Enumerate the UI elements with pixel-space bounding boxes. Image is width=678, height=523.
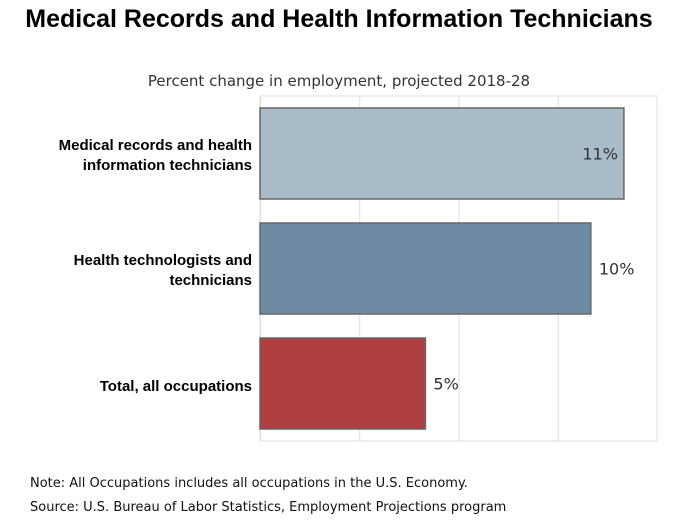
category-label: Total, all occupations bbox=[99, 378, 252, 395]
category-label: Health technologists and technicians bbox=[73, 252, 252, 289]
data-label: 5% bbox=[433, 375, 458, 394]
category-label: Medical records and health information t… bbox=[58, 137, 252, 174]
chart-title: Medical Records and Health Information T… bbox=[25, 5, 653, 33]
bar bbox=[259, 222, 592, 315]
chart-subtitle: Percent change in employment, projected … bbox=[147, 72, 531, 90]
data-label: 10% bbox=[599, 260, 635, 279]
bar bbox=[259, 337, 427, 430]
data-label: 11% bbox=[582, 145, 618, 164]
bar bbox=[259, 107, 625, 200]
footnote: Note: All Occupations includes all occup… bbox=[30, 476, 468, 491]
source-note: Source: U.S. Bureau of Labor Statistics,… bbox=[30, 500, 507, 515]
